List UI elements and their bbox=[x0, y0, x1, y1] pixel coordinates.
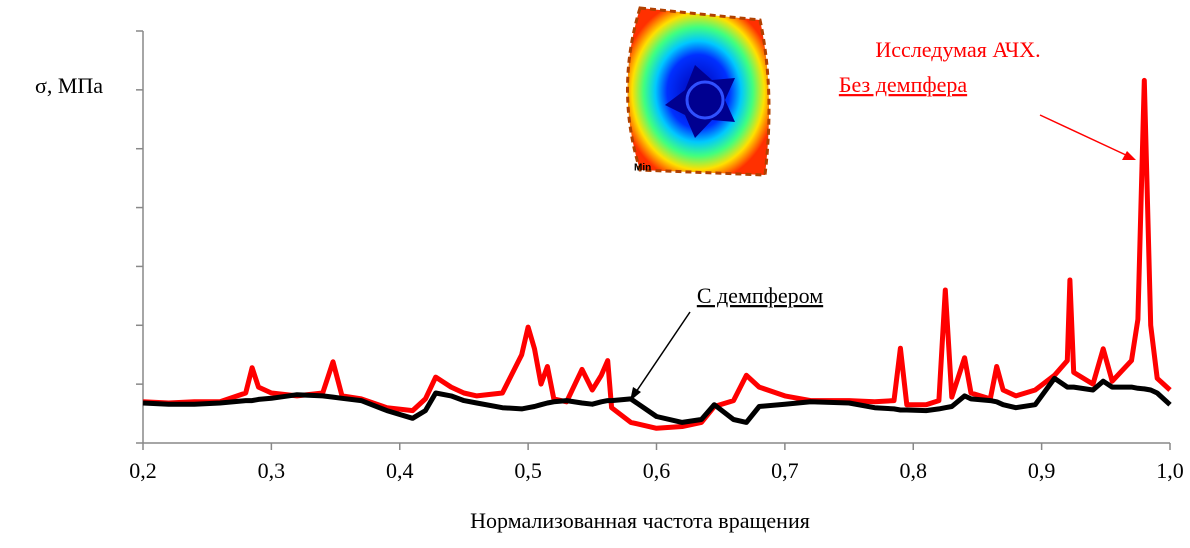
x-tick-label: 0,2 bbox=[129, 458, 157, 483]
x-tick-label: 0,6 bbox=[643, 458, 671, 483]
inset-label: Min bbox=[634, 163, 651, 174]
x-tick-label: 0,9 bbox=[1028, 458, 1056, 483]
inset-image bbox=[628, 8, 770, 175]
x-tick-label: 0,7 bbox=[771, 458, 799, 483]
x-tick-label: 1,0 bbox=[1156, 458, 1184, 483]
x-tick-label: 0,8 bbox=[900, 458, 928, 483]
x-tick-label: 0,3 bbox=[258, 458, 286, 483]
x-tick-label: 0,4 bbox=[386, 458, 414, 483]
annotation: Исследумая АЧХ. bbox=[875, 37, 1040, 62]
y-axis-label: σ, МПа bbox=[35, 73, 103, 98]
series-line bbox=[143, 378, 1170, 422]
series-label: С демпфером bbox=[697, 283, 823, 308]
x-tick-label: 0,5 bbox=[514, 458, 542, 483]
chart: Min σ, МПа Нормализованная частота враще… bbox=[0, 0, 1190, 543]
series-label: Без демпфера bbox=[839, 72, 968, 97]
x-axis-label: Нормализованная частота вращения bbox=[470, 508, 810, 533]
